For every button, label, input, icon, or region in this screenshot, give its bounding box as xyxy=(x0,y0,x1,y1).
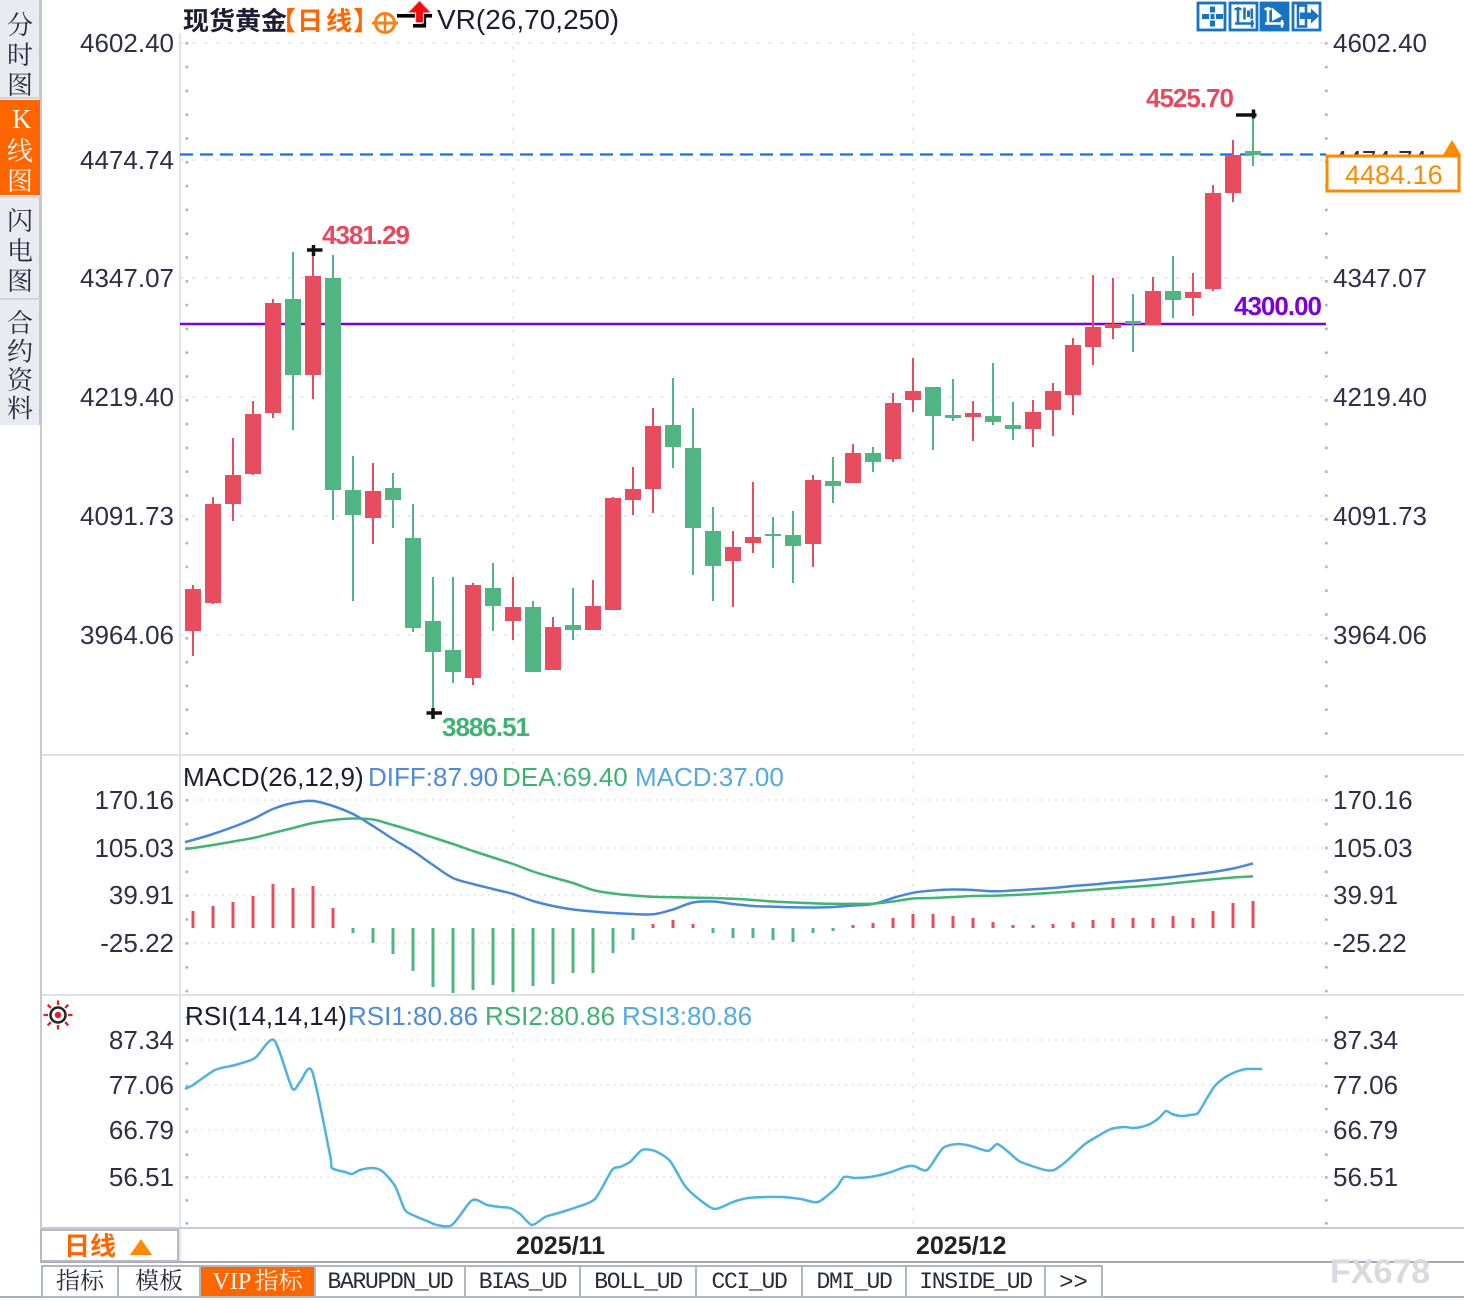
svg-text:4525.70: 4525.70 xyxy=(1146,83,1234,113)
svg-text:RSI1:80.86: RSI1:80.86 xyxy=(348,1001,478,1031)
svg-text:2025/11: 2025/11 xyxy=(516,1232,605,1260)
svg-text:VR(26,70,250): VR(26,70,250) xyxy=(437,4,619,35)
svg-text:56.51: 56.51 xyxy=(109,1162,174,1192)
svg-text:66.79: 66.79 xyxy=(109,1115,174,1145)
svg-text:BIAS_UD: BIAS_UD xyxy=(479,1269,567,1295)
svg-text:4602.40: 4602.40 xyxy=(1333,28,1427,58)
svg-text:77.06: 77.06 xyxy=(1333,1070,1398,1100)
svg-text:105.03: 105.03 xyxy=(94,833,174,863)
svg-text:3964.06: 3964.06 xyxy=(1333,620,1427,650)
svg-text:4347.07: 4347.07 xyxy=(80,263,174,293)
svg-text:4381.29: 4381.29 xyxy=(322,220,410,250)
svg-text:RSI2:80.86: RSI2:80.86 xyxy=(485,1001,615,1031)
svg-text:87.34: 87.34 xyxy=(1333,1025,1398,1055)
svg-text:4091.73: 4091.73 xyxy=(80,501,174,531)
svg-text:170.16: 170.16 xyxy=(1333,785,1413,815)
svg-text:K: K xyxy=(12,104,32,134)
svg-text:2025/12: 2025/12 xyxy=(916,1232,1006,1260)
svg-text:4484.16: 4484.16 xyxy=(1345,160,1443,190)
svg-text:BARUPDN_UD: BARUPDN_UD xyxy=(327,1269,453,1295)
svg-text:RSI3:80.86: RSI3:80.86 xyxy=(622,1001,752,1031)
svg-text:4602.40: 4602.40 xyxy=(80,28,174,58)
svg-text:77.06: 77.06 xyxy=(109,1070,174,1100)
svg-text:4474.74: 4474.74 xyxy=(80,145,174,175)
svg-text:DMI_UD: DMI_UD xyxy=(816,1269,892,1295)
svg-text:4091.73: 4091.73 xyxy=(1333,501,1427,531)
svg-text:CCI_UD: CCI_UD xyxy=(711,1269,787,1295)
svg-text:FX678: FX678 xyxy=(1330,1253,1430,1291)
svg-text:DEA:69.40: DEA:69.40 xyxy=(502,762,628,792)
svg-text:DIFF:87.90: DIFF:87.90 xyxy=(368,762,498,792)
svg-text:105.03: 105.03 xyxy=(1333,833,1413,863)
svg-text:VIP: VIP xyxy=(213,1269,252,1295)
svg-text:3964.06: 3964.06 xyxy=(80,620,174,650)
svg-text:66.79: 66.79 xyxy=(1333,1115,1398,1145)
svg-text:>>: >> xyxy=(1059,1270,1088,1297)
svg-text:39.91: 39.91 xyxy=(1333,880,1398,910)
svg-text:INSIDE_UD: INSIDE_UD xyxy=(919,1269,1032,1295)
svg-text:170.16: 170.16 xyxy=(94,785,174,815)
svg-text:87.34: 87.34 xyxy=(109,1025,174,1055)
svg-text:3886.51: 3886.51 xyxy=(442,712,530,742)
svg-text:4347.07: 4347.07 xyxy=(1333,263,1427,293)
svg-text:4219.40: 4219.40 xyxy=(1333,382,1427,412)
svg-text:BOLL_UD: BOLL_UD xyxy=(594,1269,682,1295)
svg-text:-25.22: -25.22 xyxy=(100,928,174,958)
svg-text:-25.22: -25.22 xyxy=(1333,928,1407,958)
svg-text:39.91: 39.91 xyxy=(109,880,174,910)
svg-text:4219.40: 4219.40 xyxy=(80,382,174,412)
svg-text:MACD(26,12,9): MACD(26,12,9) xyxy=(183,762,364,792)
svg-text:MACD:37.00: MACD:37.00 xyxy=(635,762,784,792)
svg-text:4300.00: 4300.00 xyxy=(1234,291,1322,321)
svg-text:56.51: 56.51 xyxy=(1333,1162,1398,1192)
svg-text:RSI(14,14,14): RSI(14,14,14) xyxy=(185,1001,347,1031)
